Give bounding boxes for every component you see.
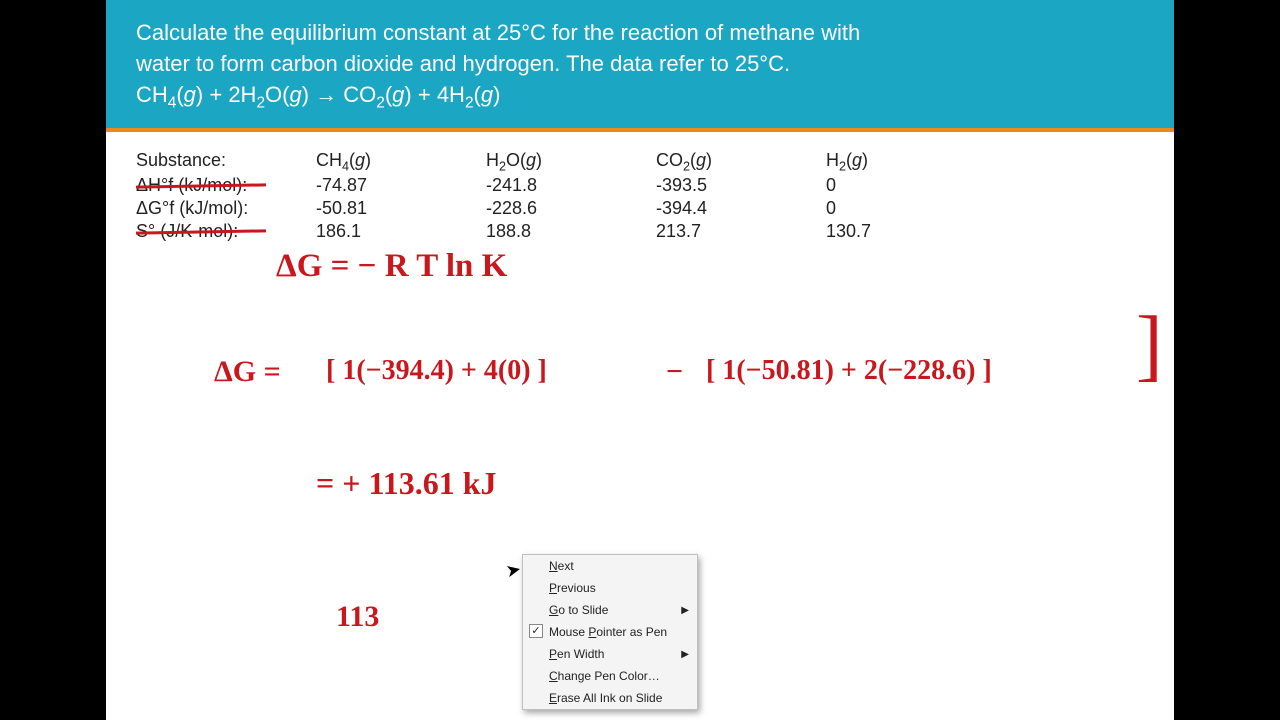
header-equation: CH4(g) + 2H2O(g) → CO2(g) + 4H2(g) xyxy=(136,82,500,107)
col-header: H2(g) xyxy=(826,150,996,174)
col-header: H2O(g) xyxy=(486,150,656,174)
hand-eq1: ΔG = − R T ln K xyxy=(276,248,507,285)
hand-eq3: = + 113.61 kJ xyxy=(316,465,497,502)
problem-header: Calculate the equilibrium constant at 25… xyxy=(106,0,1174,132)
cell: -74.87 xyxy=(316,175,486,196)
menu-item[interactable]: Previous xyxy=(523,577,697,599)
table-row: ΔH°f (kJ/mol): -74.87 -241.8 -393.5 0 xyxy=(136,175,1144,196)
cell: 0 xyxy=(826,198,996,219)
col-header: CH4(g) xyxy=(316,150,486,174)
submenu-arrow-icon: ▶ xyxy=(681,605,689,616)
cell: -228.6 xyxy=(486,198,656,219)
cell: 186.1 xyxy=(316,221,486,242)
hand-scratch: 113 xyxy=(336,600,379,634)
hand-eq2-lhs: ΔG = xyxy=(214,355,281,389)
hand-eq2-part2: [ 1(−50.81) + 2(−228.6) ] xyxy=(706,355,992,387)
col-header: CO2(g) xyxy=(656,150,826,174)
row-label: ΔH°f (kJ/mol): xyxy=(136,175,316,196)
mouse-cursor-icon: ➤ xyxy=(504,559,523,583)
table-row: ΔG°f (kJ/mol): -50.81 -228.6 -394.4 0 xyxy=(136,198,1144,219)
menu-item[interactable]: Erase All Ink on Slide xyxy=(523,687,697,709)
cell: -50.81 xyxy=(316,198,486,219)
cell: -393.5 xyxy=(656,175,826,196)
row-label: S° (J/K·mol): xyxy=(136,221,316,242)
hand-eq2-minus: − xyxy=(666,355,683,389)
cell: 130.7 xyxy=(826,221,996,242)
header-line2: water to form carbon dioxide and hydroge… xyxy=(136,51,790,76)
submenu-arrow-icon: ▶ xyxy=(681,649,689,660)
menu-item[interactable]: Pen Width▶ xyxy=(523,643,697,665)
data-table: Substance: CH4(g) H2O(g) CO2(g) H2(g) ΔH… xyxy=(106,132,1174,243)
row-label: Substance: xyxy=(136,150,316,174)
cell: 188.8 xyxy=(486,221,656,242)
menu-item[interactable]: Mouse Pointer as Pen✓ xyxy=(523,621,697,643)
table-row: Substance: CH4(g) H2O(g) CO2(g) H2(g) xyxy=(136,150,1144,174)
context-menu[interactable]: NextPreviousGo to Slide▶Mouse Pointer as… xyxy=(522,554,698,710)
cell: -241.8 xyxy=(486,175,656,196)
cell: 213.7 xyxy=(656,221,826,242)
header-line1: Calculate the equilibrium constant at 25… xyxy=(136,20,860,45)
closing-bracket-icon: ] xyxy=(1136,300,1163,391)
menu-item[interactable]: Go to Slide▶ xyxy=(523,599,697,621)
check-icon: ✓ xyxy=(529,624,543,638)
menu-item[interactable]: Next xyxy=(523,555,697,577)
cell: 0 xyxy=(826,175,996,196)
row-label: ΔG°f (kJ/mol): xyxy=(136,198,316,219)
cell: -394.4 xyxy=(656,198,826,219)
hand-eq2-part1: [ 1(−394.4) + 4(0) ] xyxy=(326,355,547,387)
menu-item[interactable]: Change Pen Color… xyxy=(523,665,697,687)
table-row: S° (J/K·mol): 186.1 188.8 213.7 130.7 xyxy=(136,221,1144,242)
slide-area: Calculate the equilibrium constant at 25… xyxy=(106,0,1174,720)
